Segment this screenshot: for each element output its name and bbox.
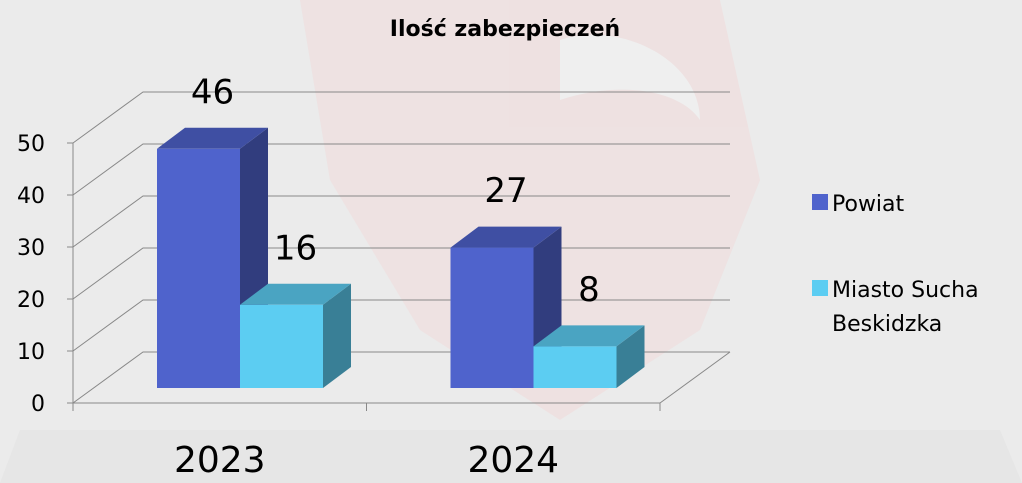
legend-item: Powiat <box>812 188 1022 222</box>
y-tick-label: 50 <box>17 132 45 157</box>
bar-front <box>451 248 534 388</box>
bar <box>534 325 645 388</box>
chart-title: Ilość zabezpieczeń <box>390 17 620 42</box>
legend-swatch <box>812 280 828 296</box>
x-tick-label: 2024 <box>467 440 559 481</box>
bar-front <box>157 149 240 388</box>
bar <box>240 284 351 388</box>
y-tick-label: 30 <box>17 236 45 261</box>
floor-edge <box>660 352 730 403</box>
x-tick-label: 2023 <box>174 440 266 481</box>
legend-item: Miasto Sucha Beskidzka <box>812 274 1022 342</box>
page: Ilość zabezpieczeń 0 10 20 30 40 50 2023 46 16 20… <box>0 0 1022 483</box>
y-tick-label: 0 <box>31 392 45 417</box>
legend-swatch <box>812 194 828 210</box>
bar-front <box>240 305 323 388</box>
value-label: 8 <box>578 270 600 310</box>
y-tick-label: 20 <box>17 288 45 313</box>
legend-label: Powiat <box>832 188 1022 222</box>
y-tick-label: 10 <box>17 340 45 365</box>
value-label: 46 <box>191 72 234 112</box>
chart: Ilość zabezpieczeń 0 10 20 30 40 50 2023 46 16 20… <box>0 0 1022 483</box>
bar-front <box>534 346 617 388</box>
y-tick-label: 40 <box>17 184 45 209</box>
value-label: 27 <box>484 171 527 211</box>
legend-label: Miasto Sucha Beskidzka <box>832 274 1022 342</box>
value-label: 16 <box>274 228 317 268</box>
